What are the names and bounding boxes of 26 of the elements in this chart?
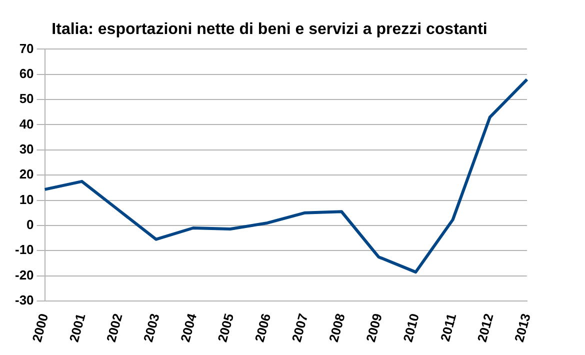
x-tick-label: 2001 bbox=[66, 312, 88, 344]
x-tick-label: 2013 bbox=[511, 312, 534, 344]
x-tick-label: 2006 bbox=[252, 312, 274, 344]
chart-title: Italia: esportazioni nette di beni e servizi a prezzi costanti bbox=[52, 21, 488, 38]
y-tick-label: -30 bbox=[14, 292, 34, 308]
y-tick-label: 50 bbox=[19, 91, 34, 106]
x-tick-label: 2005 bbox=[214, 312, 237, 344]
y-tick-label: -10 bbox=[14, 242, 34, 258]
y-tick-label: 60 bbox=[19, 66, 34, 81]
y-tick-label: -20 bbox=[14, 267, 34, 282]
x-tick-label: 2011 bbox=[437, 312, 460, 343]
x-tick-label: 2003 bbox=[140, 312, 162, 344]
y-tick-label: 30 bbox=[19, 142, 34, 157]
x-tick-label: 2004 bbox=[178, 311, 200, 344]
y-tick-label: 0 bbox=[26, 217, 34, 232]
y-tick-label: 10 bbox=[19, 192, 34, 207]
x-tick-label: 2009 bbox=[363, 312, 385, 344]
x-tick-label: 2000 bbox=[29, 312, 52, 344]
x-tick-label: 2007 bbox=[288, 312, 311, 344]
y-tick-label: 70 bbox=[19, 40, 34, 56]
x-tick-label: 2008 bbox=[326, 312, 348, 344]
x-tick-label: 2002 bbox=[103, 312, 126, 344]
y-tick-label: 40 bbox=[19, 116, 34, 132]
x-tick-label: 2012 bbox=[474, 312, 496, 344]
y-tick-label: 20 bbox=[19, 166, 34, 182]
x-tick-label: 2010 bbox=[400, 312, 422, 344]
